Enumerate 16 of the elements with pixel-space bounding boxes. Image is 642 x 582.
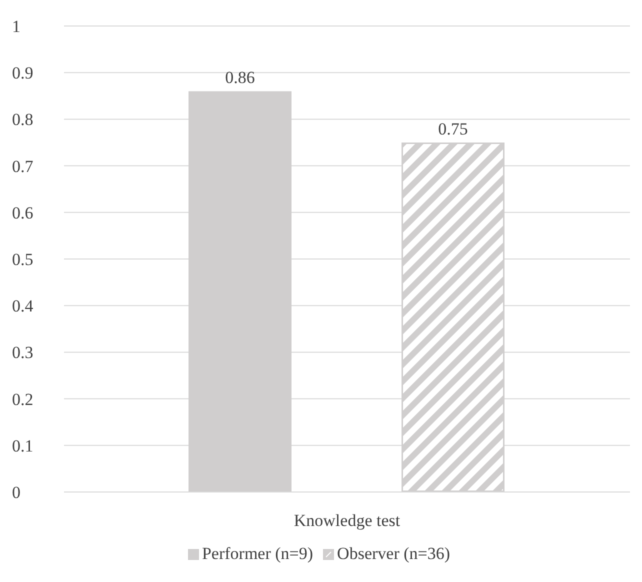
y-tick-label: 0.8 xyxy=(12,110,34,130)
y-tick-label: 0.9 xyxy=(12,64,34,83)
y-tick-label: 0.6 xyxy=(12,203,34,222)
x-tick-label: Knowledge test xyxy=(294,511,400,530)
y-tick-label: 0.7 xyxy=(12,156,34,176)
data-label: 0.86 xyxy=(225,68,255,88)
y-tick-label: 0.4 xyxy=(12,296,34,316)
y-tick-label: 0.5 xyxy=(12,250,34,270)
data-label: 0.75 xyxy=(438,120,468,138)
y-tick-label: 0.1 xyxy=(12,436,34,456)
y-tick-label: 0.3 xyxy=(12,343,34,362)
legend-label: Performer (n=9) xyxy=(200,544,314,564)
y-tick-label: 0.2 xyxy=(12,390,34,409)
y-tick-label: 1 xyxy=(12,17,20,36)
y-tick-label: 0 xyxy=(12,483,20,502)
legend-label: Observer (n=36) xyxy=(336,544,450,564)
